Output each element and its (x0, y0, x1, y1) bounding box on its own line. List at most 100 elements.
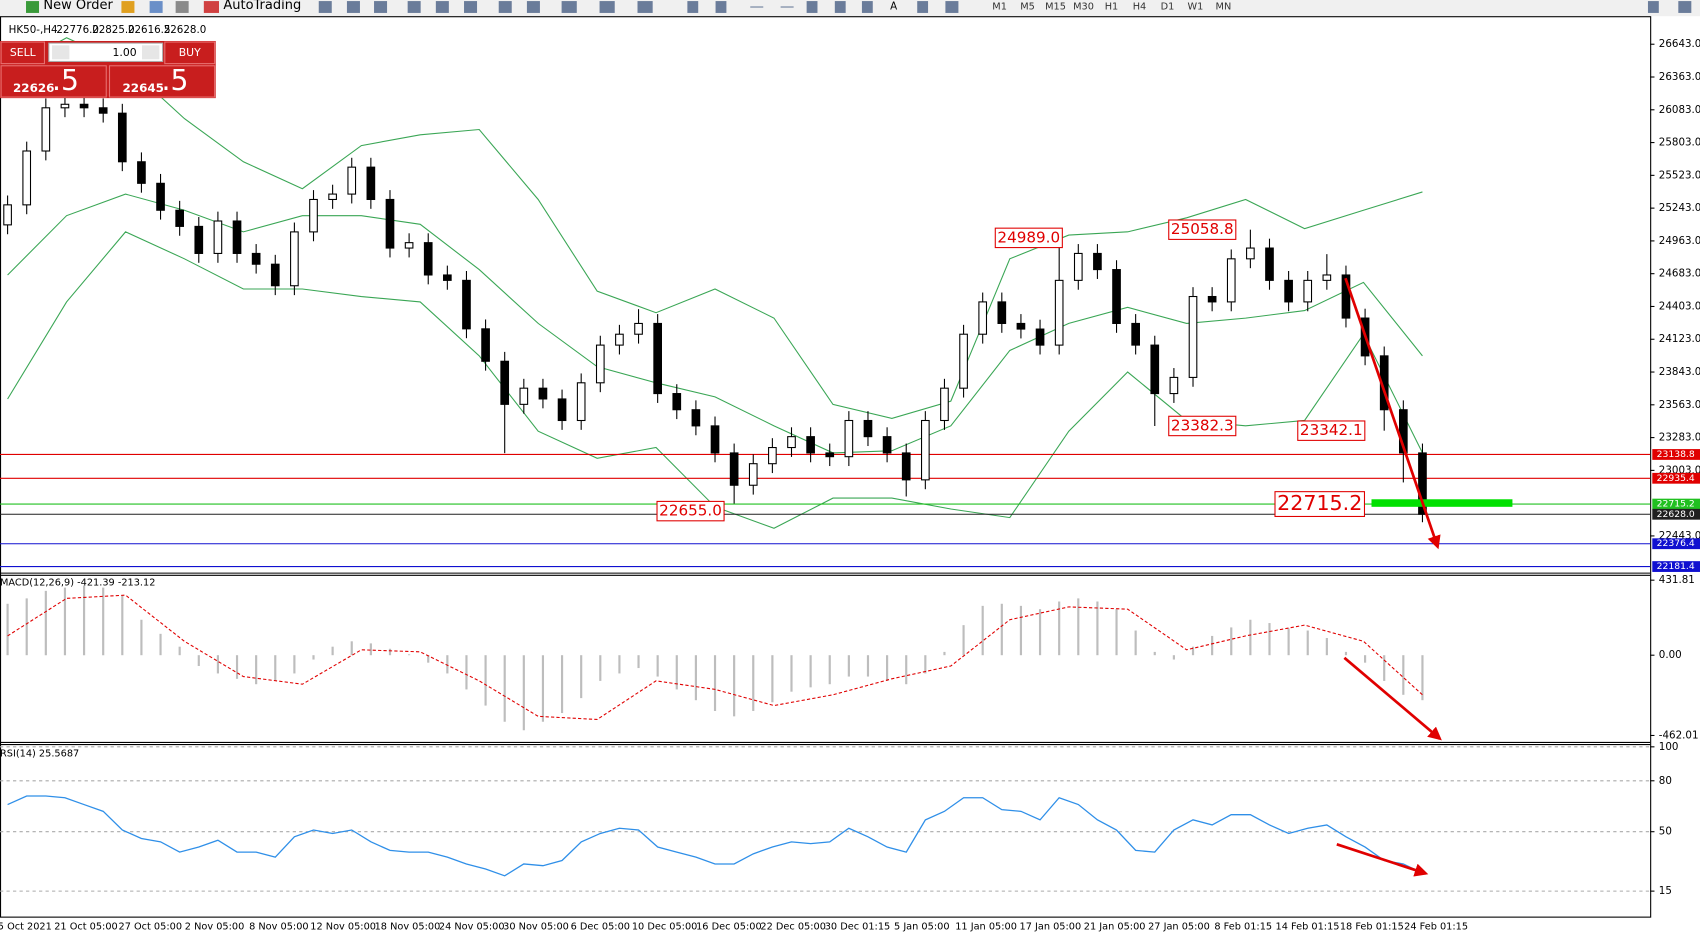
timeframe-button[interactable]: M5 (1020, 1, 1035, 12)
text-tool[interactable]: A (890, 0, 897, 12)
candle-body (404, 242, 414, 249)
buy-price-fraction[interactable]: .5 (162, 64, 189, 97)
timeframe-button[interactable]: M15 (1045, 1, 1066, 12)
x-tick-label: 11 Jan 05:00 (955, 921, 1017, 932)
candle-body (137, 161, 146, 184)
candle-body (1322, 274, 1332, 281)
candle-body (1073, 252, 1083, 281)
level-tag-label: 22715.2 (1657, 499, 1695, 510)
sell-price-fraction[interactable]: .5 (52, 64, 79, 97)
chart-frame (0, 16, 1652, 918)
trendline[interactable] (806, 1, 818, 13)
autotrading-icon[interactable] (203, 1, 220, 13)
zoom-out[interactable] (435, 1, 449, 13)
toolbar-icon[interactable] (1678, 1, 1692, 13)
toolbar-icon[interactable] (498, 1, 512, 13)
candle-body (787, 436, 796, 449)
candle-body (1169, 376, 1179, 395)
bollinger-middle (7, 193, 1423, 454)
candle-body (653, 322, 662, 395)
arrows[interactable] (945, 1, 959, 13)
indicators[interactable] (561, 1, 577, 13)
buy-price-box[interactable] (108, 65, 216, 98)
toolbar-icon[interactable] (175, 1, 189, 13)
sell-price[interactable]: 22626 (13, 81, 54, 95)
indicator-title: MACD(12,26,9) -421.39 -213.12 (0, 577, 155, 588)
x-tick-label: 5 Jan 05:00 (894, 921, 950, 932)
x-tick-label: 21 Oct 05:00 (54, 921, 118, 932)
channel[interactable] (834, 1, 846, 13)
toolbar-icon[interactable] (374, 1, 388, 13)
timeframe-button[interactable]: H4 (1133, 1, 1147, 12)
lot-input[interactable] (48, 42, 164, 63)
trend-arrow (1336, 843, 1429, 877)
buy-label[interactable]: BUY (179, 46, 201, 59)
sell-price-box[interactable] (0, 65, 107, 98)
candle-body (290, 231, 299, 287)
x-tick-label: 17 Jan 05:00 (1020, 921, 1082, 932)
toolbar-icon[interactable] (526, 1, 540, 13)
toolbar-icon[interactable] (318, 1, 332, 13)
line-tool[interactable] (750, 6, 764, 8)
timeframe-button[interactable]: W1 (1188, 1, 1204, 12)
indicator-title: RSI(14) 25.5687 (0, 749, 79, 760)
periods[interactable] (599, 1, 615, 13)
candle-body (997, 301, 1007, 324)
toolbar-icon[interactable] (346, 1, 360, 13)
y-tick-label: 24123.0 (1659, 333, 1700, 345)
sell-button[interactable] (0, 41, 45, 65)
y-tick-label: 23843.0 (1659, 366, 1700, 378)
candle-body (270, 263, 280, 287)
sell-label[interactable]: SELL (10, 46, 36, 59)
y-tick-label: 24683.0 (1659, 268, 1700, 280)
lot-increase[interactable] (142, 45, 160, 60)
templates[interactable] (637, 1, 653, 13)
autotrading-button[interactable]: AutoTrading (223, 0, 301, 13)
toolbar-icon[interactable] (121, 1, 135, 13)
y-tick-label: 431.81 (1659, 574, 1695, 586)
toolbar-icon[interactable] (464, 1, 478, 13)
search[interactable] (1647, 1, 1659, 13)
timeframe-button[interactable]: D1 (1161, 1, 1175, 12)
trend-arrow (1343, 656, 1442, 741)
timeframe-button[interactable]: H1 (1105, 1, 1119, 12)
support-zone (1371, 499, 1513, 507)
toolbar-icon[interactable] (149, 1, 163, 13)
trend-arrow (1344, 277, 1441, 550)
hline-tool[interactable] (780, 6, 794, 8)
new-order-button[interactable]: New Order (43, 0, 113, 13)
candle-body (117, 112, 127, 163)
y-tick-label: 25803.0 (1659, 137, 1700, 149)
buy-button[interactable] (164, 41, 216, 65)
cursor[interactable] (687, 1, 699, 13)
lot-decrease[interactable] (52, 45, 70, 60)
candle-body (710, 425, 720, 454)
zoom-in[interactable] (407, 1, 421, 13)
fibo[interactable] (861, 1, 873, 13)
x-tick-label: 24 Nov 05:00 (439, 921, 505, 932)
timeframe-button[interactable]: MN (1216, 1, 1232, 12)
label-tool[interactable] (917, 1, 929, 13)
buy-price[interactable]: 22645 (123, 81, 164, 95)
timeframe-button[interactable]: M30 (1073, 1, 1094, 12)
x-tick-label: 30 Dec 01:15 (825, 921, 891, 932)
level-tag (1652, 508, 1700, 520)
y-tick-label: 100 (1659, 741, 1679, 753)
candle-body (768, 447, 777, 465)
candle-body (557, 398, 567, 422)
candle-body (443, 274, 452, 281)
candle-body (1188, 295, 1198, 378)
x-tick-label: 10 Dec 05:00 (632, 921, 698, 932)
lot-value[interactable]: 1.00 (112, 46, 136, 59)
candle-body (959, 333, 968, 389)
price-axis-bg (1651, 17, 1700, 572)
candle-body (1093, 252, 1102, 271)
y-tick-label: 25523.0 (1659, 169, 1700, 181)
new-order-icon[interactable] (26, 1, 40, 13)
chart-title: HK50-,H4 (9, 24, 58, 36)
crosshair[interactable] (715, 1, 727, 13)
timeframe-button[interactable]: M1 (992, 1, 1007, 12)
x-tick-label: 24 Feb 01:15 (1404, 921, 1468, 932)
candle-body (595, 344, 605, 384)
